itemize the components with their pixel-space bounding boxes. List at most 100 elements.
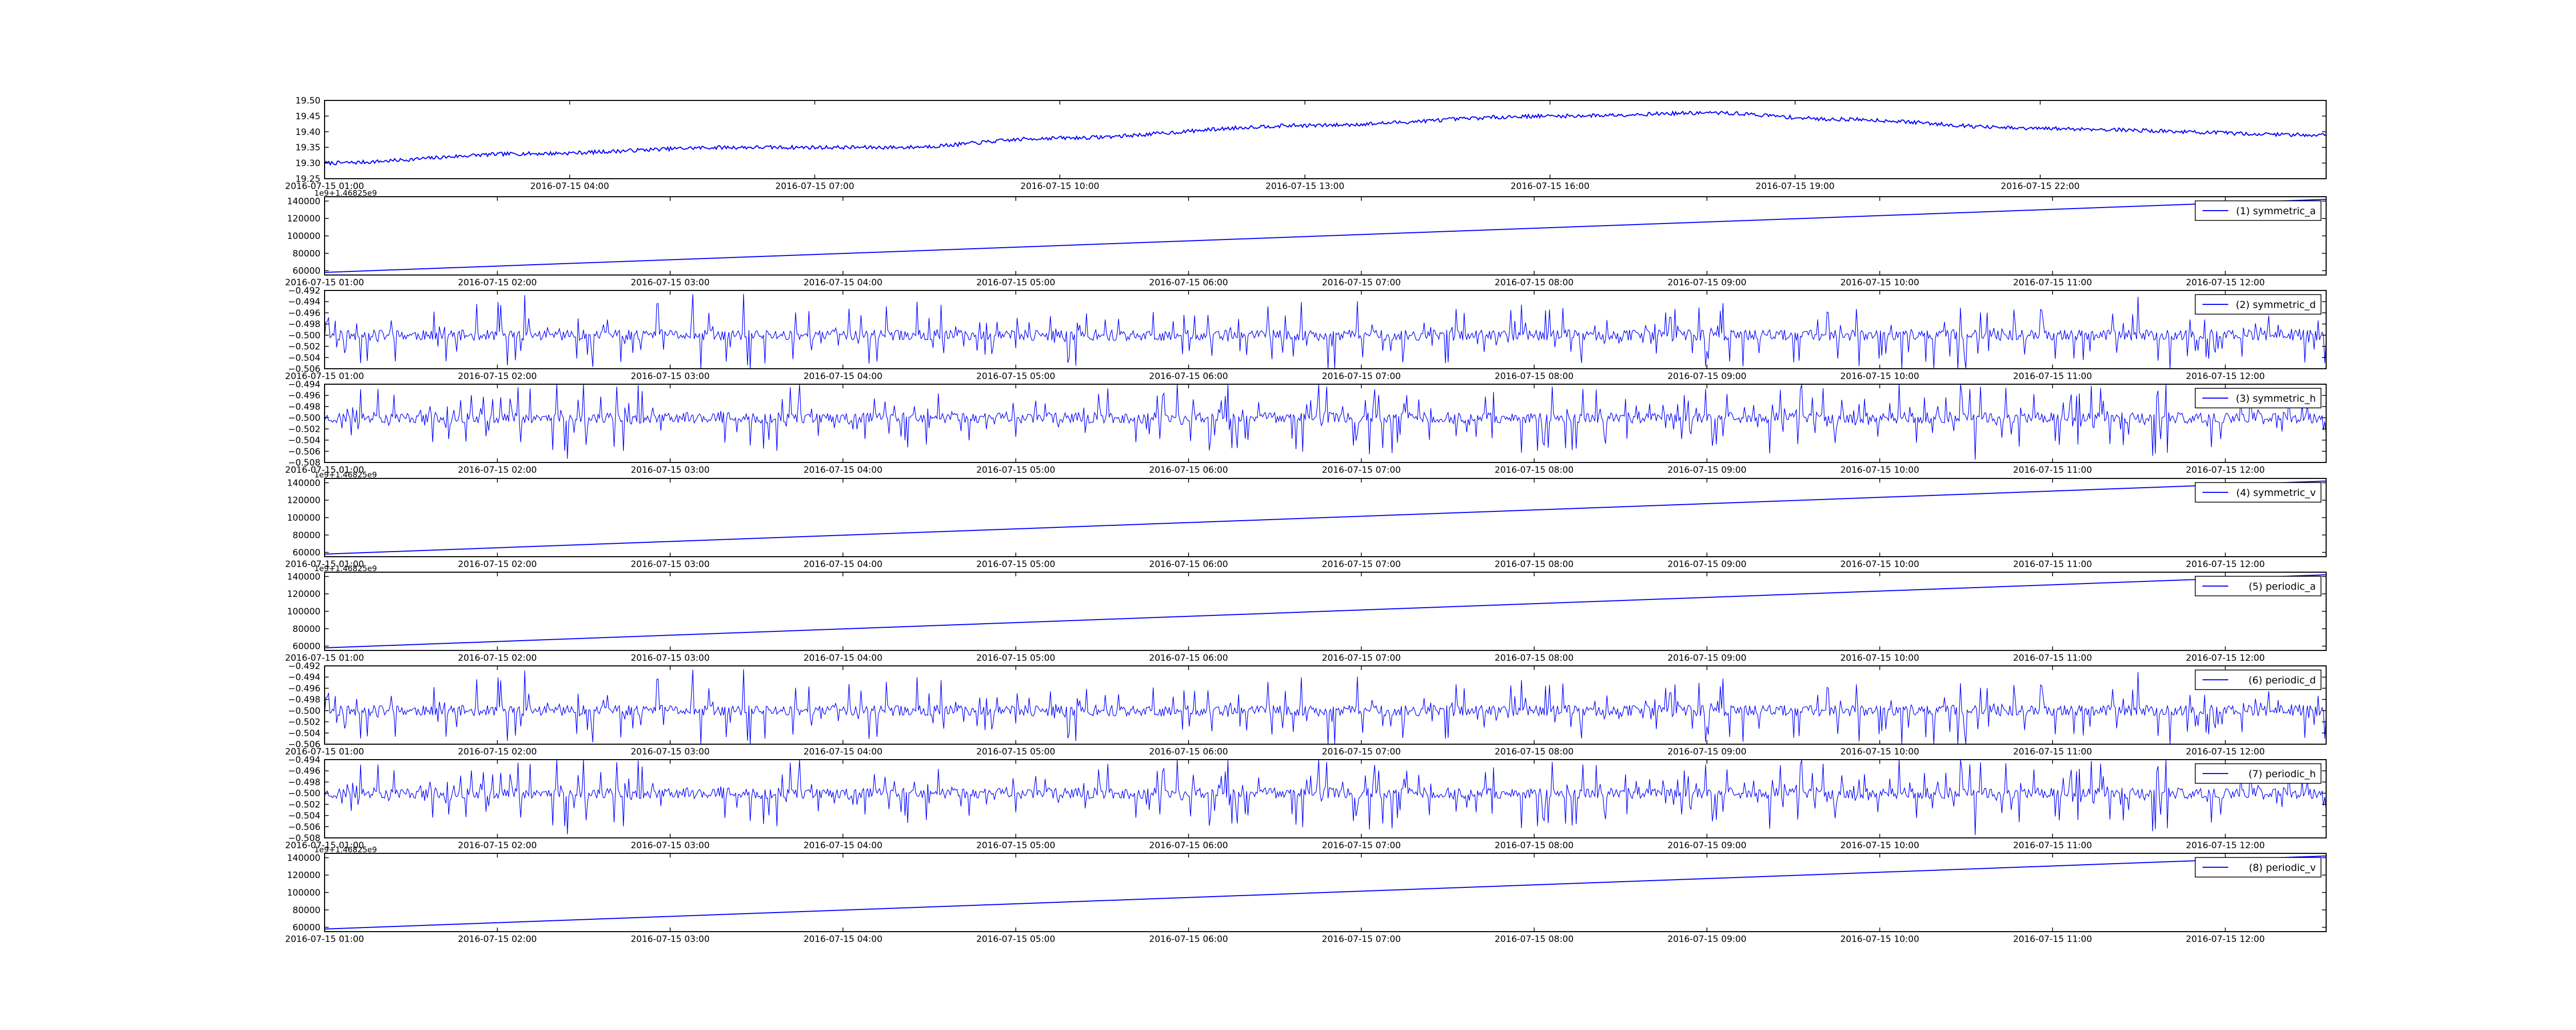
x-tick-label: 2016-07-15 03:00 [631, 559, 709, 570]
legend-label: (6) periodic_d [2248, 675, 2316, 686]
y-tick-label: 140000 [287, 572, 320, 582]
legend-periodic_h: (7) periodic_h [2195, 763, 2321, 784]
subplot-stack: 19.25 19.30 19.35 19.40 19.45 19.50 2016-07-15… [285, 96, 2327, 945]
y-tick-label: −0.506 [288, 364, 320, 374]
legend-symmetric_v: (4) symmetric_v [2195, 482, 2321, 503]
x-tick-label: 2016-07-15 04:00 [804, 653, 883, 663]
x-tick-label: 2016-07-15 09:00 [1668, 465, 1747, 475]
x-tick-label: 2016-07-15 12:00 [2186, 559, 2265, 570]
x-tick-label: 2016-07-15 02:00 [458, 371, 537, 382]
x-tick-label: 2016-07-15 01:00 [285, 840, 364, 851]
y-tick-label: −0.496 [288, 308, 320, 318]
x-tick-label: 2016-07-15 01:00 [285, 465, 364, 475]
y-tick-label: −0.504 [288, 811, 320, 821]
y-tick-label: 80000 [293, 624, 320, 634]
x-tick-label: 2016-07-15 06:00 [1149, 934, 1228, 945]
x-tick-label: 2016-07-15 12:00 [2186, 934, 2265, 945]
y-tick-label: 60000 [293, 548, 320, 558]
legend-symmetric_a: (1) symmetric_a [2195, 200, 2321, 221]
y-tick-label: −0.506 [288, 447, 320, 457]
y-tick-label: 120000 [287, 870, 320, 881]
x-tick-label: 2016-07-15 11:00 [2013, 840, 2092, 851]
legend-periodic_v: (8) periodic_v [2195, 857, 2321, 878]
subplot-periodic_v: 60000 80000 100000 120000 140000 2016-07-15 0… [285, 845, 2327, 945]
x-tick-label: 2016-07-15 10:00 [1840, 934, 1919, 945]
x-tick-label: 2016-07-15 01:00 [285, 653, 364, 663]
x-tick-label: 2016-07-15 10:00 [1840, 653, 1919, 663]
x-tick-label: 2016-07-15 05:00 [976, 747, 1055, 757]
y-tick-label: 100000 [287, 888, 320, 898]
x-tick-label: 2016-07-15 07:00 [1322, 934, 1401, 945]
x-tick-label: 2016-07-15 22:00 [2001, 181, 2079, 192]
x-tick-label: 2016-07-15 11:00 [2013, 371, 2092, 382]
x-tick-label: 2016-07-15 07:00 [1322, 465, 1401, 475]
legend-label: (8) periodic_v [2249, 862, 2316, 873]
x-tick-label: 2016-07-15 08:00 [1495, 653, 1573, 663]
y-tick-label: −0.504 [288, 353, 320, 363]
x-tick-label: 2016-07-15 02:00 [458, 559, 537, 570]
x-tick-label: 2016-07-15 10:00 [1840, 840, 1919, 851]
x-tick-label: 2016-07-15 03:00 [631, 934, 709, 945]
y-tick-label: 80000 [293, 905, 320, 916]
x-tick-label: 2016-07-15 05:00 [976, 653, 1055, 663]
x-tick-label: 2016-07-15 06:00 [1149, 840, 1228, 851]
y-tick-label: 60000 [293, 266, 320, 277]
y-tick-label: −0.496 [288, 683, 320, 694]
x-tick-label: 2016-07-15 06:00 [1149, 278, 1228, 288]
y-tick-label: 140000 [287, 196, 320, 207]
y-tick-label: 19.45 [295, 111, 320, 122]
x-tick-label: 2016-07-15 12:00 [2186, 278, 2265, 288]
y-tick-label: −0.492 [288, 286, 320, 296]
x-tick-label: 2016-07-15 05:00 [976, 559, 1055, 570]
subplot-symmetric_h: −0.508−0.506−0.504−0.502−0.500−0.498−0.4… [285, 380, 2327, 475]
legend-label: (4) symmetric_v [2236, 487, 2316, 499]
y-tick-label: 140000 [287, 478, 320, 488]
y-tick-label: 19.35 [295, 143, 320, 153]
legend-periodic_d: (6) periodic_d [2195, 670, 2321, 690]
legend-label: (2) symmetric_d [2236, 299, 2316, 311]
x-tick-label: 2016-07-15 06:00 [1149, 653, 1228, 663]
y-tick-label: −0.506 [288, 822, 320, 832]
x-tick-label: 2016-07-15 08:00 [1495, 371, 1573, 382]
x-tick-label: 2016-07-15 09:00 [1668, 278, 1747, 288]
axes-frame-periodic_h [324, 759, 2327, 838]
x-tick-label: 2016-07-15 03:00 [631, 840, 709, 851]
y-tick-label: 140000 [287, 853, 320, 863]
x-tick-label: 2016-07-15 06:00 [1149, 465, 1228, 475]
series-line-symmetric_a [324, 199, 2327, 273]
subplot-symmetric_a: 60000 80000 100000 120000 140000 2016-07-15 0… [285, 188, 2327, 288]
x-tick-label: 2016-07-15 04:00 [804, 747, 883, 757]
x-tick-label: 2016-07-15 02:00 [458, 934, 537, 945]
x-tick-label: 2016-07-15 01:00 [285, 371, 364, 382]
x-tick-label: 2016-07-15 04:00 [804, 278, 883, 288]
axes-frame-periodic_d [324, 665, 2327, 745]
x-tick-label: 2016-07-15 11:00 [2013, 278, 2092, 288]
x-tick-label: 2016-07-15 02:00 [458, 278, 537, 288]
x-tick-label: 2016-07-15 03:00 [631, 465, 709, 475]
y-tick-label: −0.504 [288, 436, 320, 446]
x-tick-label: 2016-07-15 11:00 [2013, 747, 2092, 757]
y-tick-label: −0.506 [288, 740, 320, 750]
y-tick-label: 120000 [287, 495, 320, 506]
y-tick-label: −0.496 [288, 766, 320, 777]
y-tick-label: −0.502 [288, 717, 320, 728]
x-tick-label: 2016-07-15 03:00 [631, 653, 709, 663]
y-tick-label: 100000 [287, 607, 320, 617]
x-tick-label: 2016-07-15 04:00 [530, 181, 609, 192]
x-tick-label: 2016-07-15 08:00 [1495, 934, 1573, 945]
y-tick-label: −0.502 [288, 342, 320, 352]
x-tick-label: 2016-07-15 07:00 [1322, 559, 1401, 570]
legend-box [2195, 388, 2321, 408]
y-tick-label: 19.30 [295, 159, 320, 169]
y-tick-label: −0.492 [288, 661, 320, 672]
x-tick-label: 2016-07-15 07:00 [775, 181, 854, 192]
x-tick-label: 2016-07-15 10:00 [1840, 278, 1919, 288]
x-tick-label: 2016-07-15 05:00 [976, 465, 1055, 475]
axis-offset-label: 1e9+1.46825e9 [314, 470, 377, 479]
series-line-symmetric_h [324, 384, 2327, 460]
x-tick-label: 2016-07-15 11:00 [2013, 653, 2092, 663]
x-tick-label: 2016-07-15 07:00 [1322, 653, 1401, 663]
subplot-periodic_h: −0.508−0.506−0.504−0.502−0.500−0.498−0.4… [285, 755, 2327, 851]
legend-symmetric_h: (3) symmetric_h [2195, 388, 2321, 408]
x-tick-label: 2016-07-15 11:00 [2013, 934, 2092, 945]
